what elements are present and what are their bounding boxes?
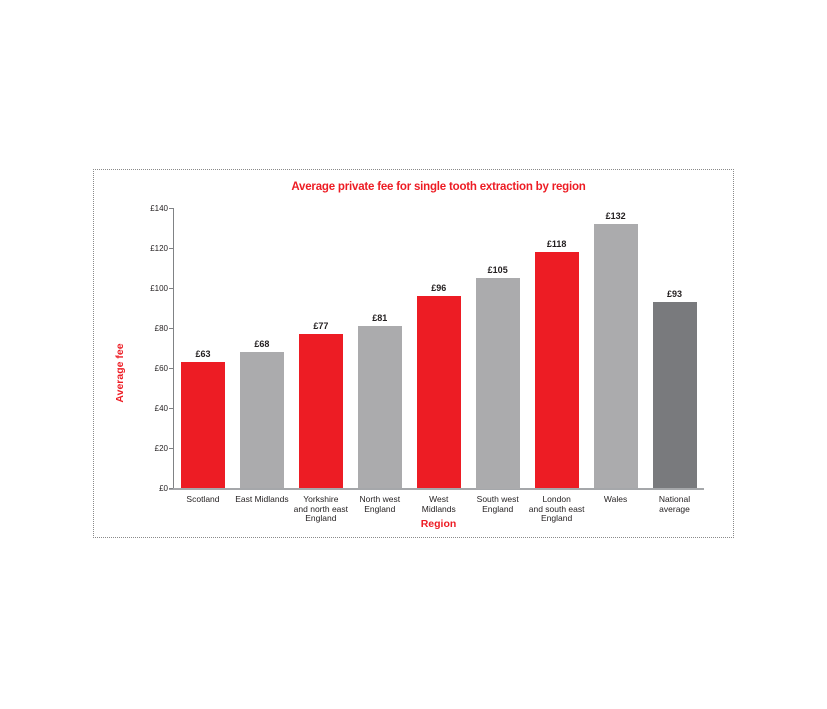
x-axis-line	[169, 488, 704, 490]
bar-north-west-england	[357, 326, 402, 489]
y-axis-tick-label: £0	[159, 484, 168, 493]
bar-south-west-england	[475, 278, 520, 489]
x-category-label: South west England	[476, 494, 519, 514]
x-category-label: Scotland	[186, 494, 220, 504]
bar-value-label: £132	[605, 211, 626, 222]
y-axis-tick-label: £60	[154, 363, 168, 373]
x-category-label: East Midlands	[235, 494, 289, 504]
x-category-label: London and south east England	[528, 494, 585, 523]
x-category-label: North west England	[359, 494, 401, 514]
x-category-label: Wales	[603, 494, 628, 504]
y-axis-tick	[169, 447, 173, 449]
bar-value-label: £93	[667, 289, 683, 300]
bar-value-label: £81	[372, 313, 388, 324]
y-axis-tick	[169, 327, 173, 329]
x-category-label: National average	[658, 494, 691, 514]
bar-london-and-south-east-england	[534, 252, 579, 489]
x-category-label: Yorkshire and north east England	[293, 494, 349, 523]
x-category-label: West Midlands	[421, 494, 456, 514]
y-axis-tick	[169, 247, 173, 249]
bar-scotland	[180, 362, 225, 489]
bar-east-midlands	[239, 352, 284, 489]
y-axis-tick	[169, 287, 173, 289]
x-axis-label: Region	[420, 518, 457, 530]
y-axis-tick	[169, 488, 173, 489]
bar-value-label: £77	[313, 321, 329, 332]
y-axis-tick-label: £100	[150, 283, 168, 293]
y-axis-tick	[169, 407, 173, 409]
y-axis-tick-label: £80	[154, 323, 168, 333]
bar-yorkshire-and-north-east-england	[298, 334, 343, 489]
y-axis-tick	[169, 367, 173, 369]
y-axis-tick-label: £40	[154, 403, 168, 413]
bar-wales	[593, 224, 638, 489]
y-axis-tick-label: £140	[150, 203, 168, 213]
bar-value-label: £118	[546, 239, 567, 250]
bar-value-label: £96	[431, 283, 447, 294]
y-axis-line	[173, 208, 174, 490]
y-axis-tick-label: £20	[154, 443, 168, 453]
bar-west-midlands	[416, 296, 461, 489]
y-axis-tick-label: £120	[150, 243, 168, 253]
bar-national-average	[652, 302, 697, 489]
chart-panel: Average private fee for single tooth ext…	[93, 169, 734, 538]
bar-value-label: £63	[195, 349, 211, 360]
bar-chart: Average private fee for single tooth ext…	[94, 170, 733, 537]
chart-title: Average private fee for single tooth ext…	[291, 181, 586, 193]
bar-value-label: £105	[487, 265, 508, 276]
y-axis-tick	[169, 207, 173, 209]
bar-value-label: £68	[254, 339, 270, 350]
